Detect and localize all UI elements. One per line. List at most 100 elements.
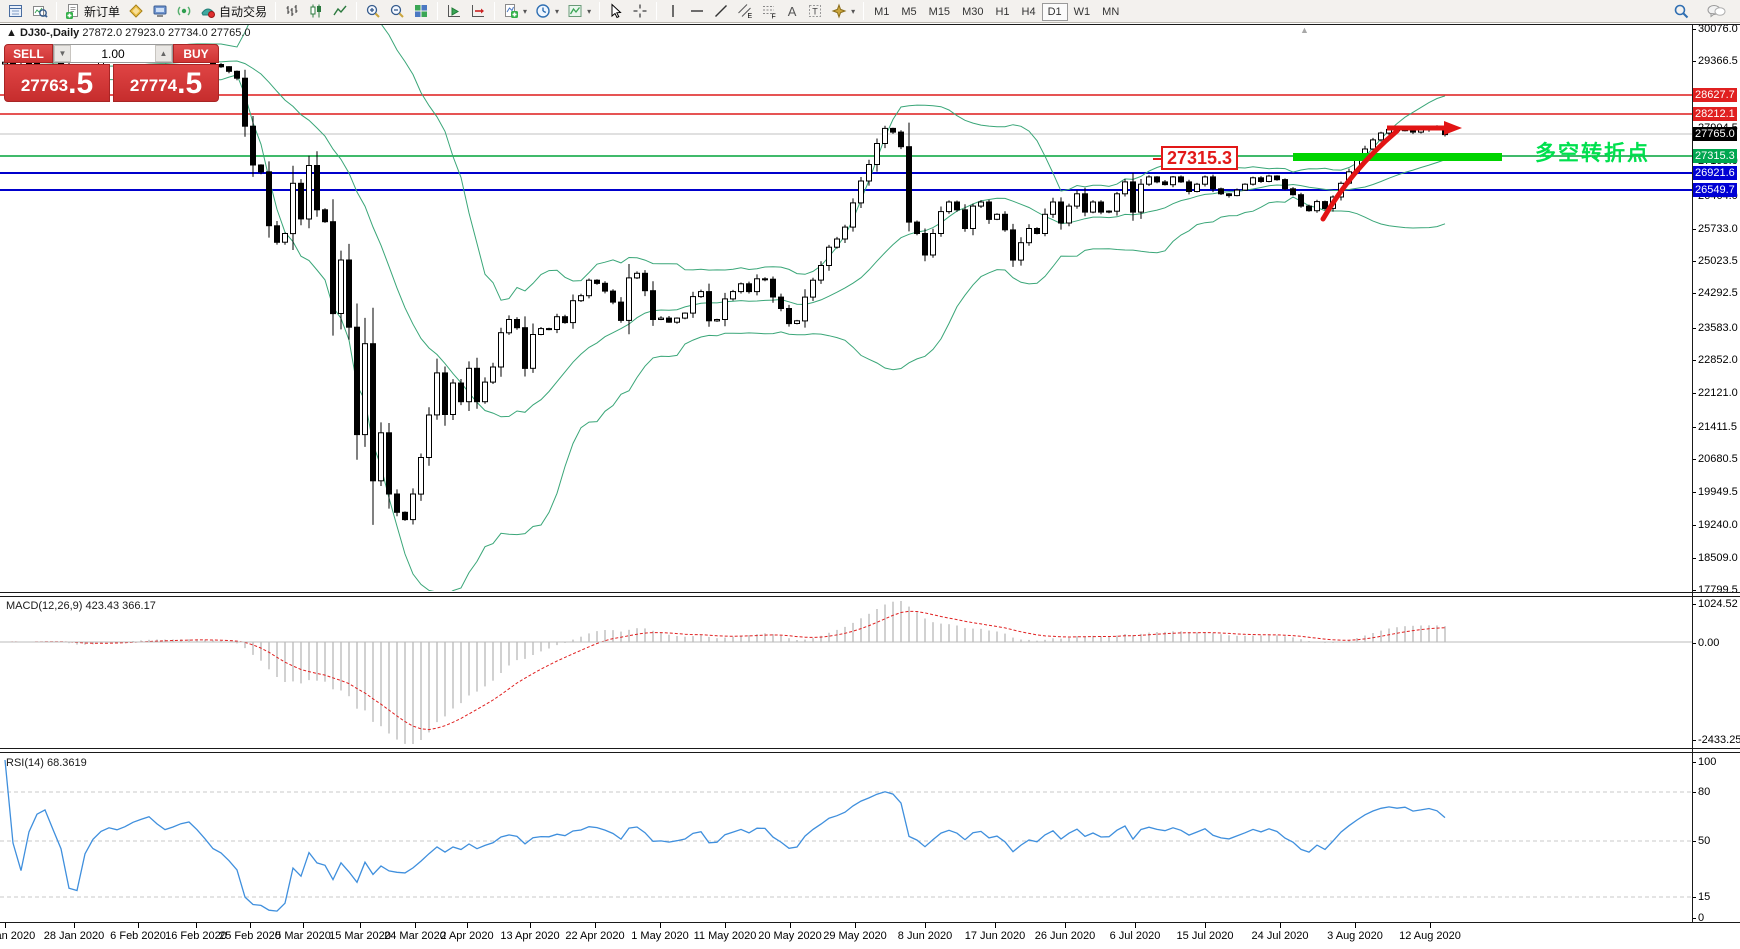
terminal-icon: [153, 5, 167, 17]
zoom-in-icon: [366, 4, 380, 18]
news-icon: [177, 6, 191, 16]
scale-tick: [1692, 492, 1696, 493]
date-label: 22 Apr 2020: [565, 930, 625, 942]
timeframe-MN[interactable]: MN: [1102, 5, 1120, 18]
market-watch-button[interactable]: [4, 1, 28, 21]
price-scale[interactable]: 30076.029366.527904.527195.026464.025733…: [1692, 23, 1740, 924]
chat-button[interactable]: [1702, 1, 1730, 21]
templates-button[interactable]: ▾: [563, 1, 595, 21]
date-label: 24 Jul 2020: [1251, 930, 1309, 942]
date-label: 25 Feb 2020: [219, 930, 281, 942]
date-label: 26 Jun 2020: [1034, 930, 1096, 942]
scale-tick: [1692, 427, 1696, 428]
turning-point-annotation[interactable]: 多空转折点: [1535, 142, 1650, 165]
macd-pane-divider[interactable]: [0, 592, 1740, 593]
buy-price[interactable]: 27774.5: [113, 64, 219, 102]
volume-up-button[interactable]: ▲: [155, 45, 172, 62]
terminal-button[interactable]: [148, 1, 172, 21]
chart-shift-marker[interactable]: ▲: [1300, 25, 1309, 35]
periods-button[interactable]: ▾: [531, 1, 563, 21]
trend-arrow-up[interactable]: [1320, 128, 1400, 222]
equidistant-channel-button[interactable]: E: [733, 1, 757, 21]
toolbar-separator: [437, 2, 439, 20]
macd-pane-divider[interactable]: [0, 596, 1740, 597]
collapse-triangle-icon[interactable]: ▲: [6, 27, 17, 39]
timeframe-D1[interactable]: D1: [1041, 2, 1068, 21]
label-button[interactable]: T: [803, 1, 827, 21]
autotrading-button[interactable]: 自动交易: [196, 1, 271, 21]
chart-title: ▲ DJ30-,Daily 27872.0 27923.0 27734.0 27…: [6, 27, 251, 39]
date-tick: [530, 923, 531, 928]
date-tick: [995, 923, 996, 928]
timeframe-M30[interactable]: M30: [962, 5, 984, 18]
rsi-pane-divider[interactable]: [0, 748, 1740, 749]
vertical-line-button[interactable]: [661, 1, 685, 21]
tile-windows-button[interactable]: [409, 1, 433, 21]
chart-shift-button[interactable]: [466, 1, 490, 21]
buy-price-pip: .5: [177, 67, 203, 100]
timeframe-H1[interactable]: H1: [995, 5, 1010, 18]
rsi-pane-divider[interactable]: [0, 752, 1740, 753]
price-level-annotation[interactable]: 27315.3: [1153, 146, 1238, 170]
fibonacci-icon: F: [763, 6, 776, 19]
indicators-button[interactable]: ▾: [499, 1, 531, 21]
horizontal-line-button[interactable]: [685, 1, 709, 21]
auto-scroll-button[interactable]: [442, 1, 466, 21]
zoom-out-button[interactable]: [385, 1, 409, 21]
chat-icon: [1707, 4, 1726, 18]
search-button[interactable]: [1669, 1, 1694, 21]
arrow-head-icon: [1444, 121, 1462, 135]
fibonacci-button[interactable]: F: [757, 1, 781, 21]
timeframe-M1[interactable]: M1: [874, 5, 890, 18]
candlestick-button[interactable]: [304, 1, 328, 21]
date-label: 16 Feb 2020: [165, 930, 227, 942]
price-tag: 28627.7: [1693, 88, 1737, 102]
timeframe-M15[interactable]: M15: [928, 5, 951, 18]
sell-price[interactable]: 27763.5: [4, 64, 110, 102]
svg-text:E: E: [748, 13, 753, 19]
crosshair-button[interactable]: [628, 1, 652, 21]
metaeditor-button[interactable]: [124, 1, 148, 21]
cursor-button[interactable]: [604, 1, 628, 21]
scale-label: 1024.52: [1698, 598, 1738, 610]
arrows-button[interactable]: ▾: [827, 1, 859, 21]
rsi-indicator-label: RSI(14) 68.3619: [6, 757, 87, 769]
volume-value[interactable]: 1.00: [101, 46, 125, 61]
volume-down-button[interactable]: ▼: [54, 45, 71, 62]
sell-button[interactable]: SELL: [4, 44, 53, 63]
support-highlight-band[interactable]: [1293, 153, 1502, 161]
date-tick: [138, 923, 139, 928]
trendline-button[interactable]: [709, 1, 733, 21]
scale-label: 100: [1698, 756, 1717, 768]
timeframe-W1[interactable]: W1: [1073, 5, 1091, 18]
sell-price-pip: .5: [68, 67, 94, 100]
arrows-icon: [831, 3, 847, 19]
date-label: 11 May 2020: [693, 930, 757, 942]
data-window-button[interactable]: [28, 1, 52, 21]
search-icon: [1674, 4, 1689, 18]
news-button[interactable]: [172, 1, 196, 21]
crosshair-icon: [633, 4, 647, 18]
buy-button[interactable]: BUY: [173, 44, 219, 63]
toolbar-separator: [599, 2, 601, 20]
date-tick: [595, 923, 596, 928]
toolbar-separator: [56, 2, 57, 20]
new-order-button[interactable]: 新订单: [61, 1, 124, 21]
text-button[interactable]: A: [787, 3, 797, 19]
timeframe-M5[interactable]: M5: [901, 5, 917, 18]
price-scale-separator: [1692, 24, 1693, 923]
ohlc-values: 27872.0 27923.0 27734.0 27765.0: [82, 27, 251, 39]
label-icon: T: [809, 5, 822, 17]
date-tick: [1430, 923, 1431, 928]
bar-chart-button[interactable]: [280, 1, 304, 21]
timeframe-H4[interactable]: H4: [1021, 5, 1036, 18]
line-chart-button[interactable]: [328, 1, 352, 21]
zoom-in-button[interactable]: [361, 1, 385, 21]
toolbar-separator: [656, 2, 658, 20]
new-order-label: 新订单: [84, 4, 121, 19]
scale-label: 25023.5: [1698, 255, 1738, 267]
cursor-icon: [611, 3, 622, 19]
